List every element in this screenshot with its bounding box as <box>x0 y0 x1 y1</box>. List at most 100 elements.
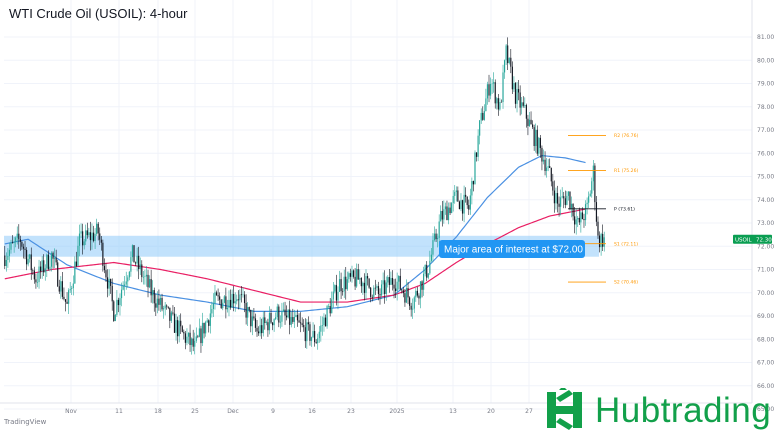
candle <box>345 266 347 300</box>
candle <box>21 240 23 250</box>
candle <box>119 293 121 316</box>
candle <box>449 202 451 215</box>
candle <box>139 257 141 276</box>
candle <box>100 235 102 251</box>
candle <box>597 216 599 239</box>
candle <box>488 74 490 103</box>
hubtrading-logo-text: Hubtrading <box>595 391 772 430</box>
candle <box>338 270 341 292</box>
price-tag-symbol: USOIL <box>735 237 752 243</box>
candle <box>261 318 263 339</box>
candle <box>525 103 527 128</box>
candle <box>75 251 77 268</box>
candle <box>113 299 115 322</box>
candle <box>286 305 288 321</box>
candle <box>402 287 404 298</box>
candle <box>340 272 342 299</box>
pivot-label: S1 (72.11) <box>614 241 638 247</box>
candle <box>64 299 67 312</box>
candle <box>159 295 162 313</box>
candle <box>474 150 476 185</box>
candle <box>144 269 146 285</box>
candle <box>413 295 415 314</box>
candle <box>499 98 501 111</box>
candle <box>390 271 392 285</box>
candle <box>412 298 414 319</box>
candle <box>131 244 134 262</box>
candle <box>125 271 127 290</box>
candle <box>13 237 15 253</box>
candle <box>259 317 261 337</box>
candle <box>10 239 12 254</box>
candle <box>577 215 579 228</box>
candle <box>60 276 62 299</box>
candle <box>567 190 570 201</box>
candle <box>521 97 523 115</box>
candle <box>85 224 87 246</box>
candle <box>243 291 246 313</box>
candle <box>225 287 227 319</box>
candle <box>583 213 585 228</box>
candle <box>502 64 504 109</box>
candle <box>293 309 295 328</box>
candle <box>486 81 489 105</box>
candle <box>446 200 448 221</box>
candle <box>138 246 140 280</box>
candle <box>546 158 548 178</box>
candle <box>242 287 244 298</box>
candle <box>91 223 93 250</box>
candle <box>267 318 269 337</box>
candle <box>169 307 171 329</box>
candle <box>598 231 601 253</box>
candle <box>517 80 520 101</box>
candle <box>356 263 358 288</box>
candle <box>514 82 517 109</box>
candle <box>510 48 512 74</box>
candle <box>245 294 247 325</box>
candle <box>147 269 149 298</box>
x-tick-label: 23 <box>347 408 355 415</box>
candle <box>97 222 99 241</box>
x-tick-label: 20 <box>487 408 495 415</box>
candle <box>482 106 484 121</box>
candle <box>441 200 443 227</box>
candle <box>393 278 395 299</box>
candle <box>368 278 370 289</box>
candle <box>30 247 32 280</box>
candle <box>55 249 57 266</box>
candle <box>275 312 277 321</box>
candle <box>466 196 468 209</box>
candle <box>465 187 467 203</box>
candle <box>206 317 208 323</box>
x-axis: Nov 11 18 25 Dec 9 16 23 2025 13 20 27 <box>0 402 752 415</box>
candle <box>35 273 37 289</box>
candle <box>404 289 406 307</box>
candle <box>186 328 188 346</box>
candle <box>424 264 426 277</box>
candle <box>475 152 478 162</box>
candle <box>432 233 434 263</box>
candle <box>560 189 562 216</box>
candle <box>134 261 137 266</box>
candle <box>68 288 70 314</box>
candle <box>273 318 275 332</box>
candle <box>161 293 163 312</box>
y-tick-label: 81.00 <box>757 34 774 41</box>
candle <box>410 302 412 317</box>
candle <box>222 299 224 311</box>
candle <box>209 304 211 334</box>
candle <box>527 114 529 136</box>
candle <box>352 269 355 279</box>
sma100-line <box>4 154 586 312</box>
candle <box>24 241 26 260</box>
candle <box>43 254 45 277</box>
candle <box>44 264 46 281</box>
candle <box>591 177 593 198</box>
candle <box>315 339 317 344</box>
candle <box>304 318 306 348</box>
candle <box>92 225 95 243</box>
candle <box>532 120 534 130</box>
candle <box>310 336 313 347</box>
candle <box>248 306 250 313</box>
